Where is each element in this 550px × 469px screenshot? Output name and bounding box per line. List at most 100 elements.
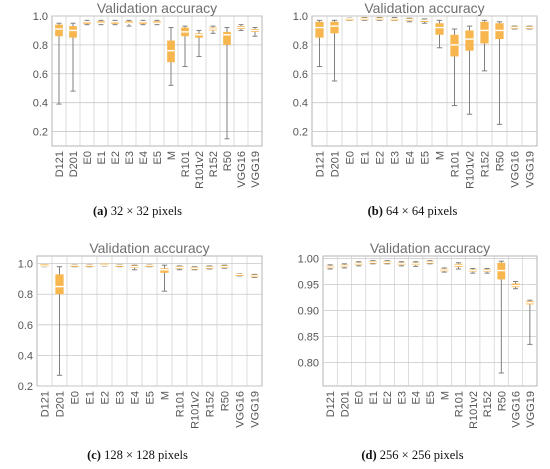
box-E4: [411, 261, 420, 267]
box-iqr: [450, 34, 459, 57]
box-R152: [483, 267, 491, 274]
box-iqr: [69, 26, 77, 38]
chart-c: 0.2 0.4 0.6 0.8 1.0 Validation accuracy D121 D2…: [18, 240, 263, 429]
y-tick-label: 1.00: [298, 254, 319, 266]
y-tick-label: 0.8: [18, 289, 33, 301]
box-R101: [454, 262, 463, 270]
x-tick-label: M: [439, 391, 451, 400]
box-E3: [390, 16, 399, 21]
box-D121: [315, 19, 324, 68]
x-tick-label: VGG16: [235, 391, 247, 428]
box-iqr: [125, 21, 133, 24]
x-tick-label: D201: [55, 391, 67, 417]
box-VGG16: [237, 24, 245, 31]
x-tick-label: VGG19: [525, 151, 537, 188]
x-tick-label: E1: [360, 151, 372, 164]
x-tick-label: D201: [339, 391, 351, 417]
box-D121: [40, 264, 49, 268]
x-tick-label: D121: [40, 391, 52, 417]
x-tick-label: VGG19: [525, 391, 537, 428]
box-E4: [139, 19, 147, 26]
x-tick-label: R101v2: [194, 151, 206, 189]
x-tick-label: R50: [222, 151, 234, 171]
y-tick-label: 0.80: [298, 358, 319, 370]
box-R101v2: [468, 267, 477, 274]
box-E0: [83, 19, 91, 26]
box-VGG19: [525, 25, 534, 30]
x-tick-label: VGG19: [250, 391, 262, 428]
x-tick-label: E2: [375, 151, 387, 164]
x-tick-label: E1: [85, 391, 97, 404]
x-tick-label: VGG16: [236, 151, 248, 188]
box-VGG19: [525, 299, 534, 345]
chart-b: 0.2 0.4 0.6 0.8 1.0 Validation accuracy D121 D2…: [293, 0, 538, 189]
box-VGG19: [250, 273, 259, 278]
x-tick-label: R50: [495, 151, 507, 171]
x-tick-label: E5: [152, 151, 164, 164]
box-E0: [345, 17, 354, 21]
x-tick-label: E2: [110, 151, 122, 164]
box-R152: [209, 25, 217, 34]
box-R101: [181, 25, 189, 68]
box-VGG16: [510, 25, 519, 30]
x-tick-label: VGG19: [250, 151, 262, 188]
box-iqr: [97, 21, 105, 24]
box-E0: [70, 263, 79, 268]
x-tick-label: R101: [450, 151, 462, 177]
y-tick-label: 0.95: [298, 280, 319, 292]
x-tick-label: D121: [54, 151, 66, 177]
plot-frame: [322, 255, 538, 387]
x-tick-label: M: [160, 391, 172, 400]
x-tick-label: E3: [390, 151, 402, 164]
box-E2: [100, 263, 109, 267]
y-tick-label: 0.4: [293, 98, 308, 110]
box-iqr: [315, 21, 324, 38]
caption-b: (b) 64 × 64 pixels: [275, 204, 550, 219]
y-tick-label: 0.85: [298, 332, 319, 344]
caption-b-letter: (b): [367, 204, 383, 218]
y-tick-label: 1.0: [293, 11, 308, 23]
box-iqr: [153, 21, 161, 24]
x-tick-label: E1: [96, 151, 108, 164]
x-tick-label: E2: [100, 391, 112, 404]
x-tick-label: E5: [420, 151, 432, 164]
box-iqr: [195, 33, 203, 38]
box-iqr: [55, 24, 63, 37]
box-E2: [375, 16, 384, 21]
box-R50: [495, 21, 504, 125]
y-tick-label: 0.8: [293, 40, 308, 52]
x-tick-label: E0: [82, 151, 94, 164]
box-iqr: [480, 21, 489, 44]
box-E1: [85, 263, 94, 268]
box-E2: [111, 19, 119, 26]
x-tick-label: R50: [496, 391, 508, 411]
x-tick-label: D121: [325, 391, 337, 417]
box-M: [440, 267, 449, 273]
y-tick-label: 0.6: [293, 69, 308, 81]
box-R50: [223, 27, 231, 140]
y-tick-label: 0.6: [18, 320, 33, 332]
box-R101v2: [195, 29, 203, 57]
x-tick-label: E0: [345, 151, 357, 164]
box-D201: [55, 266, 64, 376]
box-D121: [55, 22, 63, 105]
box-VGG16: [511, 280, 520, 290]
box-iqr: [167, 40, 175, 63]
panel-d: 0.80 0.85 0.90 0.95 1.00 Validation accuracy D…: [275, 240, 550, 466]
chart-title: Validation accuracy: [364, 0, 484, 16]
y-tick-label: 0.2: [18, 381, 33, 393]
box-R50: [220, 264, 229, 269]
box-VGG16: [235, 273, 244, 277]
box-VGG19: [251, 27, 259, 37]
caption-c: (c) 128 × 128 pixels: [0, 448, 275, 463]
x-tick-label: R101v2: [468, 391, 480, 429]
x-tick-label: M: [435, 151, 447, 160]
box-E4: [130, 264, 139, 271]
x-tick-label: R152: [208, 151, 220, 177]
y-tick-label: 0.8: [33, 40, 48, 52]
x-tick-label: E4: [138, 151, 150, 164]
caption-d: (d) 256 × 256 pixels: [275, 448, 550, 463]
y-tick-label: 0.90: [298, 306, 319, 318]
box-E5: [153, 19, 161, 26]
box-M: [167, 27, 175, 86]
